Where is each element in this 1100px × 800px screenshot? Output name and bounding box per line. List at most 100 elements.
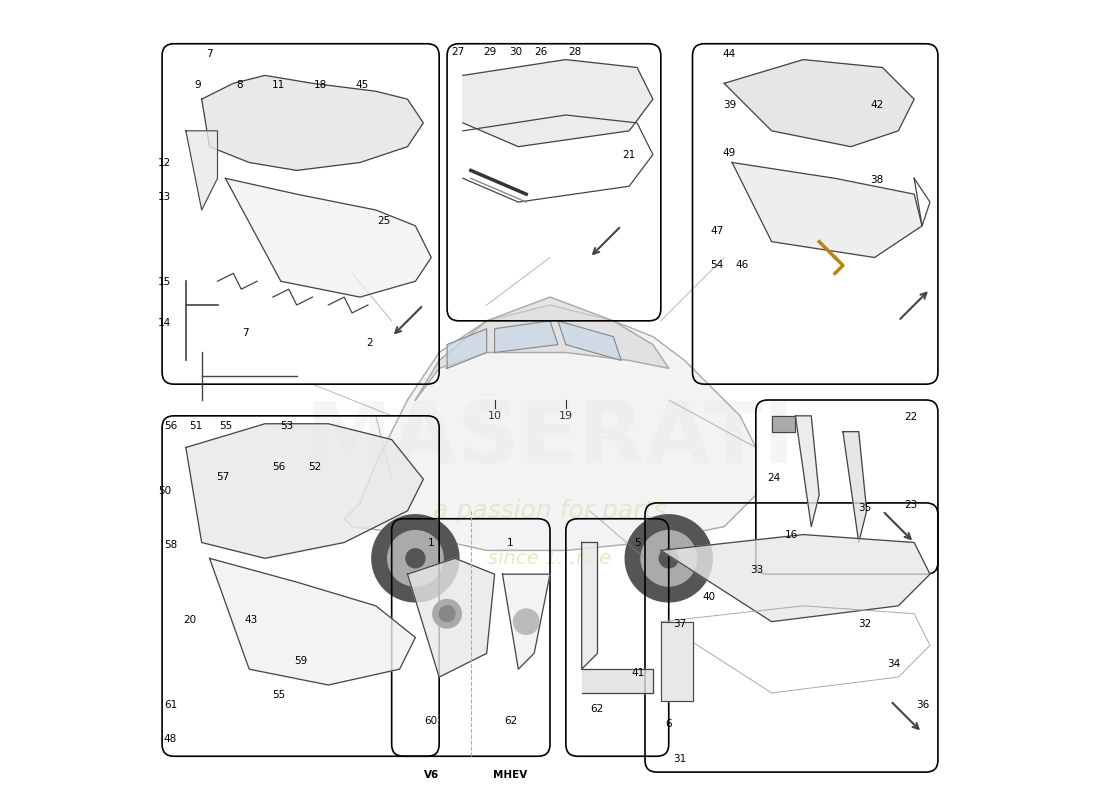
Text: MASERATI: MASERATI xyxy=(305,398,795,481)
Text: 55: 55 xyxy=(272,690,285,700)
Text: 41: 41 xyxy=(631,668,645,678)
Text: since 1...nce: since 1...nce xyxy=(488,549,612,568)
Polygon shape xyxy=(582,669,653,693)
Polygon shape xyxy=(344,305,756,550)
Text: 62: 62 xyxy=(590,704,603,714)
Text: 40: 40 xyxy=(703,592,716,602)
Text: 9: 9 xyxy=(195,80,201,90)
Polygon shape xyxy=(582,542,597,669)
Text: 49: 49 xyxy=(723,148,736,158)
Text: 28: 28 xyxy=(569,47,582,57)
Text: 38: 38 xyxy=(870,175,883,185)
Text: 61: 61 xyxy=(164,700,177,710)
Text: 51: 51 xyxy=(189,421,202,431)
Polygon shape xyxy=(186,424,424,558)
Circle shape xyxy=(514,609,539,634)
Text: 43: 43 xyxy=(244,615,257,625)
Text: 24: 24 xyxy=(768,474,781,483)
Polygon shape xyxy=(495,321,558,353)
Text: 14: 14 xyxy=(158,318,172,328)
Text: 31: 31 xyxy=(673,754,686,764)
Text: 22: 22 xyxy=(904,413,917,422)
Text: 44: 44 xyxy=(723,49,736,59)
Text: 7: 7 xyxy=(242,328,249,338)
Text: 57: 57 xyxy=(217,472,230,482)
Text: 56: 56 xyxy=(164,421,177,431)
Polygon shape xyxy=(407,558,495,677)
Text: a passion for parts: a passion for parts xyxy=(433,499,667,523)
Text: 7: 7 xyxy=(206,49,212,59)
Text: 23: 23 xyxy=(904,499,917,510)
Text: 32: 32 xyxy=(858,619,871,629)
Polygon shape xyxy=(733,162,922,258)
Text: 48: 48 xyxy=(164,734,177,744)
Text: 26: 26 xyxy=(535,47,548,57)
Text: 2: 2 xyxy=(366,338,373,348)
Text: 6: 6 xyxy=(666,718,672,729)
Bar xyxy=(772,416,795,432)
Text: 25: 25 xyxy=(377,216,390,226)
Text: 16: 16 xyxy=(784,530,799,540)
Text: 8: 8 xyxy=(236,80,243,90)
Text: 33: 33 xyxy=(750,566,763,575)
Polygon shape xyxy=(201,75,424,170)
Text: 13: 13 xyxy=(158,192,172,202)
Text: 11: 11 xyxy=(272,80,285,90)
Circle shape xyxy=(432,599,461,628)
Text: 20: 20 xyxy=(184,615,197,625)
Circle shape xyxy=(406,549,425,568)
Text: 37: 37 xyxy=(673,619,686,629)
Text: 27: 27 xyxy=(451,47,464,57)
Text: 5: 5 xyxy=(635,538,641,547)
Text: 36: 36 xyxy=(916,700,930,710)
Text: 39: 39 xyxy=(723,100,736,110)
Circle shape xyxy=(659,549,679,568)
Text: 59: 59 xyxy=(294,656,307,666)
Polygon shape xyxy=(447,329,486,368)
Text: V6: V6 xyxy=(424,770,439,780)
Text: 47: 47 xyxy=(711,226,724,236)
Text: 50: 50 xyxy=(158,486,172,496)
Polygon shape xyxy=(503,574,550,669)
Text: 29: 29 xyxy=(483,47,496,57)
Circle shape xyxy=(439,606,455,622)
Text: 55: 55 xyxy=(219,421,232,431)
Circle shape xyxy=(372,514,459,602)
Polygon shape xyxy=(210,558,416,685)
Circle shape xyxy=(387,530,443,586)
Bar xyxy=(772,416,795,432)
Text: 21: 21 xyxy=(623,150,636,159)
Bar xyxy=(661,622,693,701)
Text: 1: 1 xyxy=(507,538,514,547)
Polygon shape xyxy=(724,59,914,146)
Text: 10: 10 xyxy=(487,411,502,421)
Text: 12: 12 xyxy=(158,158,172,168)
Text: 54: 54 xyxy=(711,260,724,270)
Text: 15: 15 xyxy=(158,277,172,287)
Polygon shape xyxy=(226,178,431,297)
Circle shape xyxy=(625,514,713,602)
Polygon shape xyxy=(186,131,218,210)
Circle shape xyxy=(641,530,696,586)
Polygon shape xyxy=(558,321,622,361)
Text: 45: 45 xyxy=(355,80,368,90)
Text: 53: 53 xyxy=(280,421,294,431)
Text: 34: 34 xyxy=(888,659,901,670)
Polygon shape xyxy=(661,534,930,622)
Text: 18: 18 xyxy=(314,80,327,90)
Polygon shape xyxy=(463,59,653,146)
Text: 58: 58 xyxy=(164,540,177,550)
Text: 46: 46 xyxy=(735,260,748,270)
Text: 62: 62 xyxy=(504,716,517,726)
Text: 56: 56 xyxy=(272,462,285,472)
Text: 52: 52 xyxy=(308,462,321,472)
Text: 42: 42 xyxy=(870,100,883,110)
Polygon shape xyxy=(416,297,669,400)
Polygon shape xyxy=(795,416,820,526)
Text: 60: 60 xyxy=(425,716,438,726)
Text: 1: 1 xyxy=(428,538,435,547)
Text: 35: 35 xyxy=(858,503,871,514)
Text: MHEV: MHEV xyxy=(493,770,528,780)
Polygon shape xyxy=(843,432,867,542)
Bar xyxy=(661,622,693,701)
